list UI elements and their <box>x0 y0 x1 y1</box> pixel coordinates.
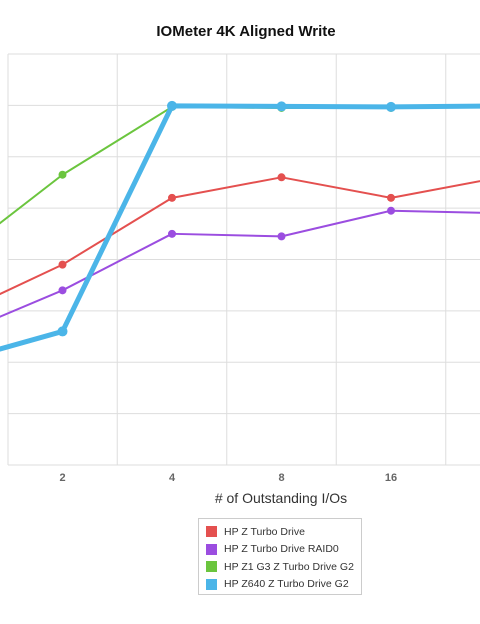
series-group <box>0 102 480 225</box>
legend-label: HP Z Turbo Drive <box>224 525 305 538</box>
chart-series <box>0 100 480 352</box>
data-point <box>386 101 396 112</box>
legend-swatch <box>206 526 217 538</box>
legend-swatch <box>206 561 217 573</box>
legend-label: HP Z640 Z Turbo Drive G2 <box>224 578 349 591</box>
chart-title: IOMeter 4K Aligned Write <box>156 23 335 40</box>
data-point <box>167 100 177 111</box>
series-group <box>0 206 480 318</box>
data-point <box>276 101 287 112</box>
series-group <box>0 173 480 296</box>
data-point <box>58 286 67 295</box>
legend-swatch <box>206 578 217 590</box>
data-point <box>277 232 286 241</box>
data-point <box>387 206 395 215</box>
chart-grid <box>7 53 480 466</box>
series-line <box>0 176 480 296</box>
data-point <box>58 260 67 269</box>
x-tick-label: 2 <box>59 472 65 484</box>
x-tick-label: 4 <box>169 472 176 484</box>
legend-item[interactable]: HP Z Turbo Drive RAID0 <box>206 541 361 559</box>
legend-item[interactable]: HP Z Turbo Drive <box>206 523 361 541</box>
legend-label: HP Z1 G3 Z Turbo Drive G2 <box>224 560 354 573</box>
legend-item[interactable]: HP Z1 G3 Z Turbo Drive G2 <box>206 558 361 576</box>
legend-swatch <box>206 543 217 555</box>
data-point <box>57 326 68 337</box>
series-group <box>0 100 480 352</box>
chart-legend: HP Z Turbo Drive HP Z Turbo Drive RAID0 HP… <box>198 518 362 595</box>
legend-label: HP Z Turbo Drive RAID0 <box>224 543 339 556</box>
data-point <box>168 229 176 238</box>
data-point <box>277 173 286 182</box>
x-tick-labels: 2 4 8 16 <box>59 472 397 484</box>
x-tick-label: 8 <box>278 472 284 484</box>
data-point <box>387 193 395 202</box>
series-line <box>0 105 480 225</box>
data-point <box>168 193 176 202</box>
series-line <box>0 209 480 318</box>
line-chart: IOMeter 4K Aligned Write 2 4 8 16 # of Outs… <box>0 23 480 506</box>
data-point <box>58 170 67 179</box>
series-line <box>0 103 480 352</box>
x-tick-label: 16 <box>385 472 397 484</box>
x-axis-label: # of Outstanding I/Os <box>215 490 347 506</box>
legend-item[interactable]: HP Z640 Z Turbo Drive G2 <box>206 576 361 594</box>
